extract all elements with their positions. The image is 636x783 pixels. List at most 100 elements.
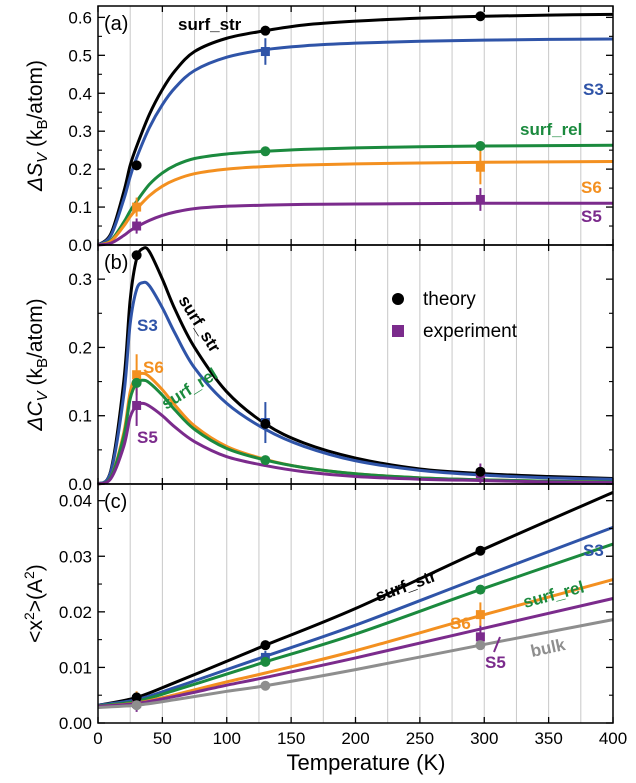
panel-label: (a) (104, 13, 128, 35)
x-ticks (97, 484, 614, 723)
y-tick-label: 0.2 (68, 338, 92, 357)
series-line-S5 (97, 201, 613, 247)
gridlines (129, 245, 582, 484)
y-tick-label: 0.5 (68, 46, 92, 65)
experiment-point-S5 (475, 632, 485, 642)
theory-points (131, 545, 486, 711)
curve-label-bulk: bulk (529, 635, 568, 661)
panel-b: 0.00.10.20.3(b)ΔCV (kB/atom) surf_strS3S6… (24, 244, 614, 494)
curve-labels: surf_str S3 surf_rel S6 S5 (178, 15, 604, 226)
curve-label-S3: S3 (137, 316, 158, 335)
y-axis-label: ΔSV (kB/atom) (24, 60, 51, 192)
theory-point-surf_rel (260, 146, 271, 157)
y-ticks: 0.00 0.01 0.02 0.03 0.04 (59, 492, 613, 733)
legend-label-theory: theory (423, 289, 476, 310)
y-tick-label: 0.3 (68, 270, 92, 289)
theory-point-surf_str (131, 692, 142, 703)
legend-marker-experiment (392, 325, 404, 337)
experiment-point-S5 (475, 194, 485, 204)
curve-label-surf_rel: surf_rel (520, 120, 582, 139)
y-tick-label: 0.1 (68, 198, 92, 217)
x-tick-label: 300 (470, 729, 498, 748)
y-tick-label: 0.1 (68, 407, 92, 426)
y-axis-label: ΔCV (kB/atom) (24, 298, 51, 431)
panel-c: 0.00 0.01 0.02 0.03 0.04 (c) <x2>(A2) S3 surf_st… (21, 483, 614, 733)
theory-point-surf_str (260, 25, 271, 36)
x-tick-label: 250 (406, 729, 434, 748)
legend: theory experiment (392, 289, 518, 342)
y-tick-label: 0.0 (68, 475, 92, 494)
x-ticks (97, 6, 614, 245)
experiment-point-S5 (132, 400, 142, 410)
curve-label-S5: S5 (485, 653, 506, 672)
x-tick-labels: 0 50 100 150 200 250 300 350 400 (93, 729, 627, 748)
experiment-point-S6 (132, 202, 142, 212)
x-tick-label: 0 (93, 729, 102, 748)
theory-point-surf_rel (475, 140, 486, 151)
theory-points (131, 250, 486, 477)
curve-label-S3: S3 (583, 541, 604, 560)
x-tick-label: 50 (153, 729, 172, 748)
x-tick-label: 400 (599, 729, 627, 748)
theory-point-surf_str (475, 11, 486, 22)
theory-points (131, 11, 486, 171)
y-tick-label: 0.04 (59, 492, 92, 511)
y-tick-label: 0.01 (59, 658, 92, 677)
series-line-S3 (97, 37, 614, 247)
experiment-point-S3 (260, 47, 270, 57)
series-line-surf_rel (97, 143, 614, 247)
series-line-surf_str (97, 12, 614, 247)
experiment-point-S6 (475, 610, 485, 620)
y-tick-label: 0.0 (68, 236, 92, 255)
y-tick-label: 0.4 (68, 84, 92, 103)
curve-label-S5: S5 (581, 207, 602, 226)
theory-point-bulk (131, 700, 142, 711)
y-tick-label: 0.00 (59, 714, 92, 733)
panel-label: (c) (104, 491, 127, 513)
series-lines (97, 12, 614, 247)
y-axis-label: <x2>(A2) (21, 564, 47, 643)
series-line-S5 (97, 401, 614, 486)
theory-point-surf_str (131, 250, 142, 261)
theory-point-surf_rel (260, 455, 271, 466)
series-lines (96, 246, 614, 486)
theory-point-surf_rel (131, 377, 142, 388)
series-line-S6 (97, 160, 614, 247)
y-tick-label: 0.03 (59, 547, 92, 566)
y-tick-label: 0.02 (59, 603, 92, 622)
experiment-points (132, 38, 485, 234)
theory-point-bulk (260, 680, 271, 691)
series-line-S3 (96, 280, 614, 486)
experiment-point-S6 (475, 162, 485, 172)
x-tick-label: 150 (277, 729, 305, 748)
theory-point-surf_str (260, 418, 271, 429)
x-tick-label: 200 (341, 729, 369, 748)
x-tick-label: 350 (534, 729, 562, 748)
panels: 0.0 0.1 0.2 0.3 0.4 0.5 0.6 (a) ΔSV (kB/atom) sur… (21, 5, 614, 733)
S5-leader-line (493, 636, 501, 653)
theory-point-surf_str (260, 640, 271, 651)
x-tick-label: 100 (213, 729, 241, 748)
theory-point-surf_str (475, 466, 486, 477)
y-tick-label: 0.2 (68, 160, 92, 179)
experiment-point-S6 (132, 370, 142, 380)
curve-label-S6: S6 (143, 358, 164, 377)
y-tick-label: 0.3 (68, 122, 92, 141)
curve-label-S6: S6 (450, 614, 471, 633)
curve-label-S6: S6 (581, 178, 602, 197)
theory-point-bulk (475, 640, 486, 651)
x-axis-label: Temperature (K) (287, 750, 446, 775)
y-tick-label: 0.6 (68, 8, 92, 27)
theory-point-surf_rel (260, 656, 271, 667)
curve-label-surf_str: surf_str (373, 566, 439, 606)
x-ticks (97, 245, 614, 484)
legend-label-experiment: experiment (423, 321, 518, 342)
panel-label: (b) (104, 252, 128, 274)
gridlines (129, 484, 582, 723)
y-ticks: 0.0 0.1 0.2 0.3 0.4 0.5 0.6 (68, 8, 613, 255)
curve-label-surf_str: surf_str (178, 15, 242, 34)
experiment-point-S5 (132, 221, 142, 231)
theory-point-surf_rel (475, 584, 486, 595)
